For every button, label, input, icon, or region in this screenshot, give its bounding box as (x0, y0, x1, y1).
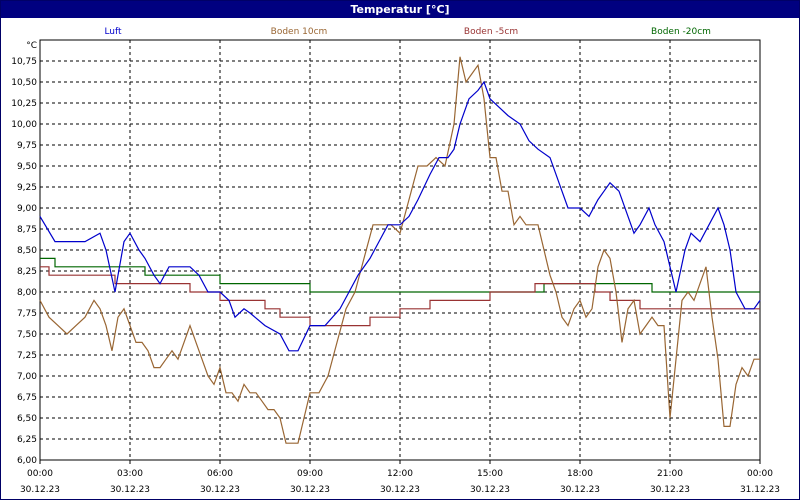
x-tick-date: 30.12.23 (290, 485, 330, 495)
y-tick-label: 9,75 (17, 141, 37, 151)
grid-layer (40, 40, 760, 460)
x-tick-time: 18:00 (567, 469, 593, 479)
x-tick-time: 12:00 (387, 469, 413, 479)
y-tick-label: 6,25 (17, 435, 37, 445)
x-tick-time: 09:00 (297, 469, 323, 479)
x-tick-date: 31.12.23 (740, 485, 780, 495)
series-layer (39, 56, 761, 444)
y-tick-label: 7,50 (17, 330, 37, 340)
x-tick-date: 30.12.23 (20, 485, 60, 495)
y-tick-label: 8,25 (17, 267, 37, 277)
series-line-luft (39, 80, 761, 352)
series-line-boden-20cm (40, 257, 760, 293)
y-tick-label: 6,00 (17, 456, 37, 466)
y-tick-label: 7,00 (17, 372, 37, 382)
legend: Luft Boden 10cm Boden -5cm Boden -20cm (104, 27, 711, 37)
y-tick-label: 7,75 (17, 309, 37, 319)
y-tick-label: 9,00 (17, 204, 37, 214)
y-unit-label: °C (26, 41, 37, 51)
y-tick-label: 10,75 (11, 57, 37, 67)
y-tick-label: 9,25 (17, 183, 37, 193)
y-tick-label: 8,50 (17, 246, 37, 256)
y-tick-label: 10,00 (11, 120, 37, 130)
x-tick-date: 30.12.23 (110, 485, 150, 495)
x-tick-date: 30.12.23 (560, 485, 600, 495)
series-line-boden-10cm (39, 56, 760, 444)
x-tick-time: 00:00 (747, 469, 773, 479)
legend-entry: Luft (104, 27, 122, 37)
legend-entry: Boden 10cm (271, 27, 328, 37)
x-tick-time: 00:00 (27, 469, 53, 479)
x-tick-time: 06:00 (207, 469, 233, 479)
x-tick-date: 30.12.23 (470, 485, 510, 495)
y-tick-label: 6,75 (17, 393, 37, 403)
x-tick-time: 21:00 (657, 469, 683, 479)
axis-labels: 6,00 6,25 6,50 6,75 7,00 7,25 7,50 7,75 8,00 8,25… (11, 41, 780, 495)
y-tick-label: 7,25 (17, 351, 37, 361)
x-tick-date: 30.12.23 (650, 485, 690, 495)
x-tick-time: 15:00 (477, 469, 503, 479)
chart-title: Temperatur [°C] (1, 1, 799, 18)
y-tick-label: 8,75 (17, 225, 37, 235)
y-tick-label: 10,25 (11, 99, 37, 109)
y-tick-label: 10,50 (11, 78, 37, 88)
series-line-boden-5cm (40, 266, 760, 327)
x-tick-date: 30.12.23 (380, 485, 420, 495)
x-tick-date: 30.12.23 (200, 485, 240, 495)
legend-entry: Boden -20cm (651, 27, 711, 37)
y-tick-label: 9,50 (17, 162, 37, 172)
y-tick-label: 8,00 (17, 288, 37, 298)
legend-entry: Boden -5cm (464, 27, 518, 37)
y-tick-label: 6,50 (17, 414, 37, 424)
x-tick-time: 03:00 (117, 469, 143, 479)
